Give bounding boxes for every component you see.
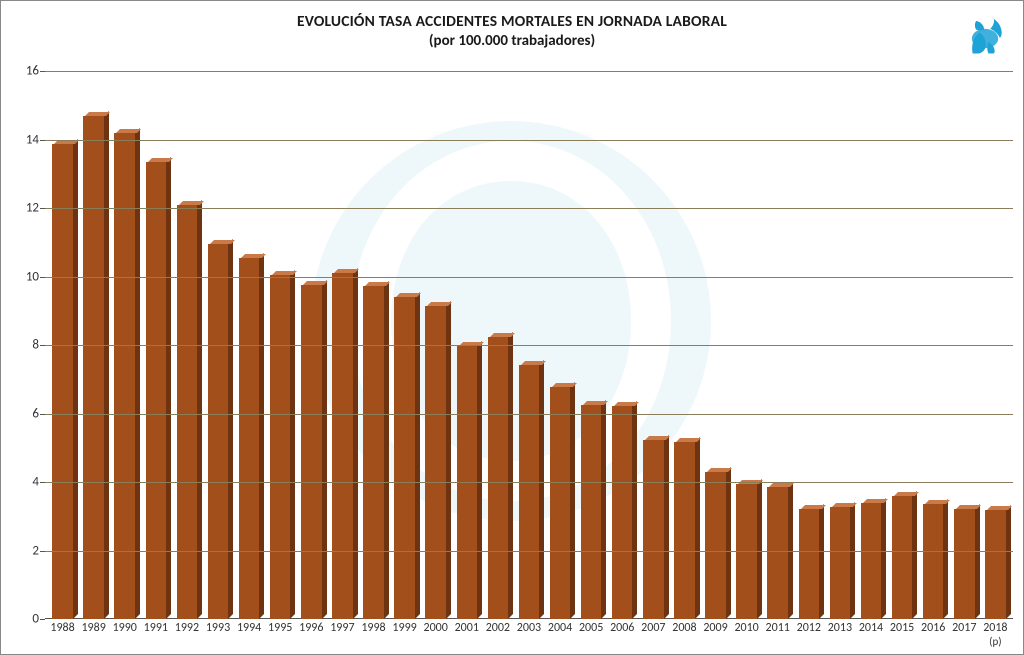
x-tick-label: 1992	[171, 621, 202, 635]
bar	[799, 509, 820, 619]
gridline	[45, 208, 1013, 209]
chart-title: EVOLUCIÓN TASA ACCIDENTES MORTALES EN JO…	[1, 13, 1023, 50]
bar	[488, 337, 509, 619]
x-tick-label: 2004	[545, 621, 576, 635]
bar	[301, 285, 322, 619]
bar	[954, 509, 975, 619]
y-tick-label: 2	[9, 543, 45, 558]
x-tick-label: 2011	[762, 621, 793, 635]
bar	[114, 133, 135, 619]
bar	[581, 405, 602, 619]
bar	[550, 387, 571, 619]
chart-container: EVOLUCIÓN TASA ACCIDENTES MORTALES EN JO…	[0, 0, 1024, 655]
x-tick-label: 2008	[669, 621, 700, 635]
x-tick-label: 2015	[887, 621, 918, 635]
x-tick-label: 2009	[700, 621, 731, 635]
x-tick-label: 2018(p)	[980, 621, 1011, 635]
bar	[705, 472, 726, 619]
bar	[861, 503, 882, 619]
bar	[892, 496, 913, 619]
bar	[83, 116, 104, 619]
y-tick-label: 8	[9, 338, 45, 353]
gridline	[45, 414, 1013, 415]
x-tick-label: 1994	[234, 621, 265, 635]
y-tick-label: 10	[9, 269, 45, 284]
x-tick-label: 2006	[607, 621, 638, 635]
gridline	[45, 140, 1013, 141]
gridline	[45, 345, 1013, 346]
title-line-1: EVOLUCIÓN TASA ACCIDENTES MORTALES EN JO…	[1, 13, 1023, 32]
x-tick-label: 1995	[265, 621, 296, 635]
x-axis-labels: 1988198919901991199219931994199519961997…	[45, 621, 1013, 635]
plot-area: 0246810121416	[45, 71, 1013, 619]
gridline	[45, 277, 1013, 278]
bar	[208, 244, 229, 619]
bar	[270, 275, 291, 619]
bar	[52, 144, 73, 619]
x-tick-label: 2003	[513, 621, 544, 635]
y-tick-label: 4	[9, 475, 45, 490]
gridline	[45, 482, 1013, 483]
bar	[332, 273, 353, 619]
x-tick-label: 2001	[451, 621, 482, 635]
x-tick-label: 1999	[389, 621, 420, 635]
x-tick-label: 2010	[731, 621, 762, 635]
x-tick-label: 1991	[140, 621, 171, 635]
x-tick-label: 2007	[638, 621, 669, 635]
x-tick-label: 1989	[78, 621, 109, 635]
x-tick-label: 2016	[918, 621, 949, 635]
x-tick-label: 1998	[358, 621, 389, 635]
x-tick-label: 1997	[327, 621, 358, 635]
bar	[363, 286, 384, 619]
x-tick-label: 1988	[47, 621, 78, 635]
x-tick-footnote: (p)	[980, 635, 1011, 648]
bar	[239, 258, 260, 619]
bar	[985, 510, 1006, 619]
y-tick-label: 16	[9, 64, 45, 79]
gridline	[45, 551, 1013, 552]
y-tick-label: 12	[9, 201, 45, 216]
x-tick-label: 2014	[855, 621, 886, 635]
x-tick-label: 1993	[202, 621, 233, 635]
x-tick-label: 1996	[296, 621, 327, 635]
griffin-logo-icon	[963, 13, 1007, 57]
bar	[425, 306, 446, 619]
x-tick-label: 2013	[824, 621, 855, 635]
y-tick-label: 0	[9, 612, 45, 627]
bar	[767, 487, 788, 619]
y-tick-label: 14	[9, 132, 45, 147]
gridline	[45, 71, 1013, 72]
y-tick-label: 6	[9, 406, 45, 421]
bar	[177, 205, 198, 619]
x-tick-label: 2005	[576, 621, 607, 635]
bar	[612, 406, 633, 619]
x-tick-label: 2012	[793, 621, 824, 635]
x-tick-label: 2002	[482, 621, 513, 635]
bar	[830, 507, 851, 619]
bar	[923, 504, 944, 619]
title-line-2: (por 100.000 trabajadores)	[1, 32, 1023, 50]
x-tick-label: 2017	[949, 621, 980, 635]
bar	[519, 365, 540, 619]
x-tick-label: 1990	[109, 621, 140, 635]
x-tick-label: 2000	[420, 621, 451, 635]
bar	[674, 442, 695, 619]
bar	[643, 440, 664, 619]
